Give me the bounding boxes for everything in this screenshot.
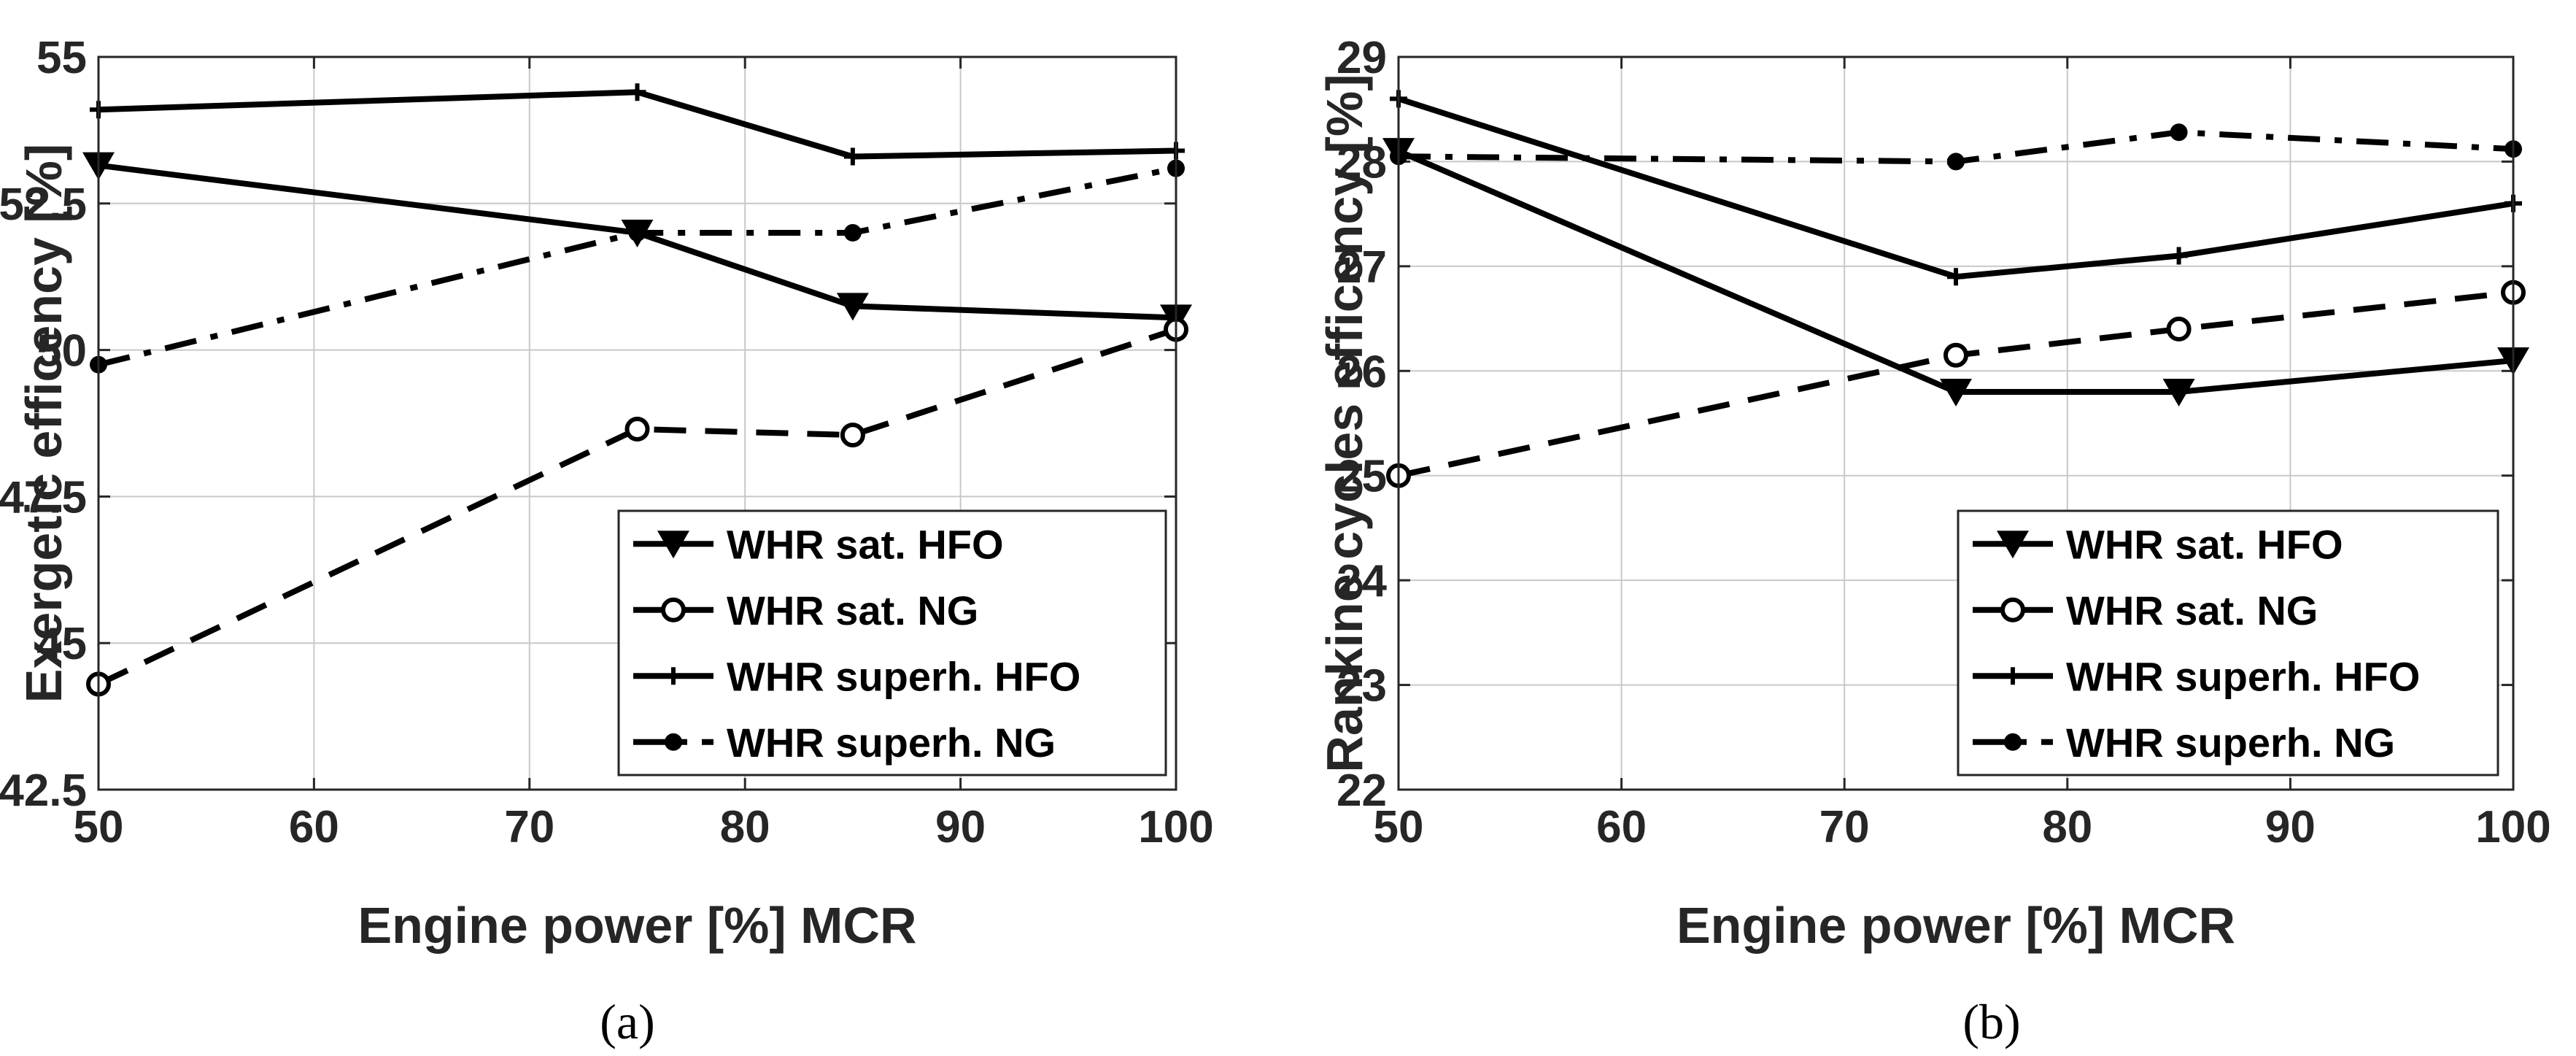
y-tick-label: 27 [1337,242,1387,293]
marker-filled-dot [2004,733,2022,751]
y-tick-label: 52.5 [0,180,87,230]
marker-open-circle [2166,316,2192,342]
figure-caption: (b) [1962,994,2020,1049]
marker-triangle-down [657,531,689,559]
x-tick-label: 70 [1819,802,1870,852]
x-axis-label: Engine power [%] MCR [357,897,916,954]
series-line [1398,129,2514,165]
legend: WHR sat. HFO WHR sat. NG WHR superh. HFO WH… [1957,509,2499,776]
y-tick-label: 25 [1337,452,1387,502]
y-tick-label: 23 [1337,661,1387,712]
x-tick-label: 100 [1138,802,1213,852]
marker-plus [843,147,862,166]
series-line [98,165,1177,368]
series-line [98,89,1177,160]
y-tick-label: 47.5 [0,472,87,523]
chart-a: 50 60 70 80 90 100 42.5 45 47.5 50 52.5 55 Engine po… [0,33,1214,1049]
chart-b: 50 60 70 80 90 100 22 23 24 25 26 27 28 29 Engine powe… [1316,33,2551,1049]
marker-filled-dot [843,223,862,242]
x-axis-label: Engine power [%] MCR [1676,897,2235,954]
y-tick-label: 22 [1337,766,1387,816]
y-tick-label: 26 [1337,347,1387,397]
marker-open-circle [840,423,865,448]
marker-triangle-down [1997,531,2029,559]
legend-label: WHR superh. HFO [2066,653,2420,699]
marker-open-circle [661,597,686,623]
y-axis-label: Rankine cycles efficency [%] [1316,74,1373,772]
marker-triangle-down [836,293,869,321]
y-tick-label: 29 [1337,33,1387,83]
y-tick-label: 28 [1337,137,1387,188]
series-whr-sat-ng [86,317,1188,697]
marker-plus [628,83,646,101]
marker-plus [665,667,682,685]
legend-label: WHR superh. NG [2066,720,2395,766]
marker-filled-dot [2170,123,2188,142]
x-tick-label: 90 [935,802,986,852]
axes-box [1397,55,2515,791]
y-tick-label: 45 [36,619,87,669]
marker-open-circle [2000,597,2025,623]
series-line [1397,148,2514,395]
marker-filled-dot [1947,153,1965,171]
y-tick-label: 50 [36,326,87,377]
legend-box [617,509,1167,776]
figure-caption: (a) [600,994,654,1049]
y-tick-label: 24 [1337,556,1387,606]
x-tick-label: 50 [1374,802,1424,852]
legend-label: WHR superh. HFO [727,653,1080,699]
legend-label: WHR sat. HFO [727,521,1004,567]
legend-label: WHR sat. NG [727,587,978,633]
series-line [1397,96,2514,280]
x-tick-label: 80 [720,802,770,852]
marker-triangle-down [1940,378,1972,406]
x-tick-label: 70 [504,802,554,852]
marker-filled-dot [628,223,646,242]
marker-plus [1947,268,1965,286]
legend: WHR sat. HFO WHR sat. NG WHR superh. HFO WH… [617,509,1167,776]
x-tick-label: 60 [289,802,339,852]
x-tick-label: 90 [2265,802,2316,852]
y-tick-label: 42.5 [0,766,87,816]
legend-label: WHR sat. HFO [2066,521,2343,567]
series-line [97,326,1177,687]
legend-label: WHR sat. NG [2066,587,2318,633]
legend-label: WHR superh. NG [727,720,1056,766]
x-tick-label: 100 [2475,802,2550,852]
series-line [1398,289,2514,479]
axes-box [97,55,1177,791]
x-tick-label: 80 [2042,802,2092,852]
marker-open-circle [1943,342,1968,368]
y-tick-label: 55 [36,33,87,83]
marker-open-circle [624,417,650,442]
marker-plus [2170,247,2188,265]
series-whr-sat-hfo [1382,138,2529,406]
x-tick-label: 50 [74,802,124,852]
y-axis-label: Exergetic efficency [%] [15,144,72,703]
series-line [98,162,1177,321]
x-tick-label: 60 [1596,802,1647,852]
legend-box [1957,509,2499,776]
marker-plus [2004,667,2022,685]
marker-filled-dot [665,733,682,751]
marker-triangle-down [2162,378,2195,406]
